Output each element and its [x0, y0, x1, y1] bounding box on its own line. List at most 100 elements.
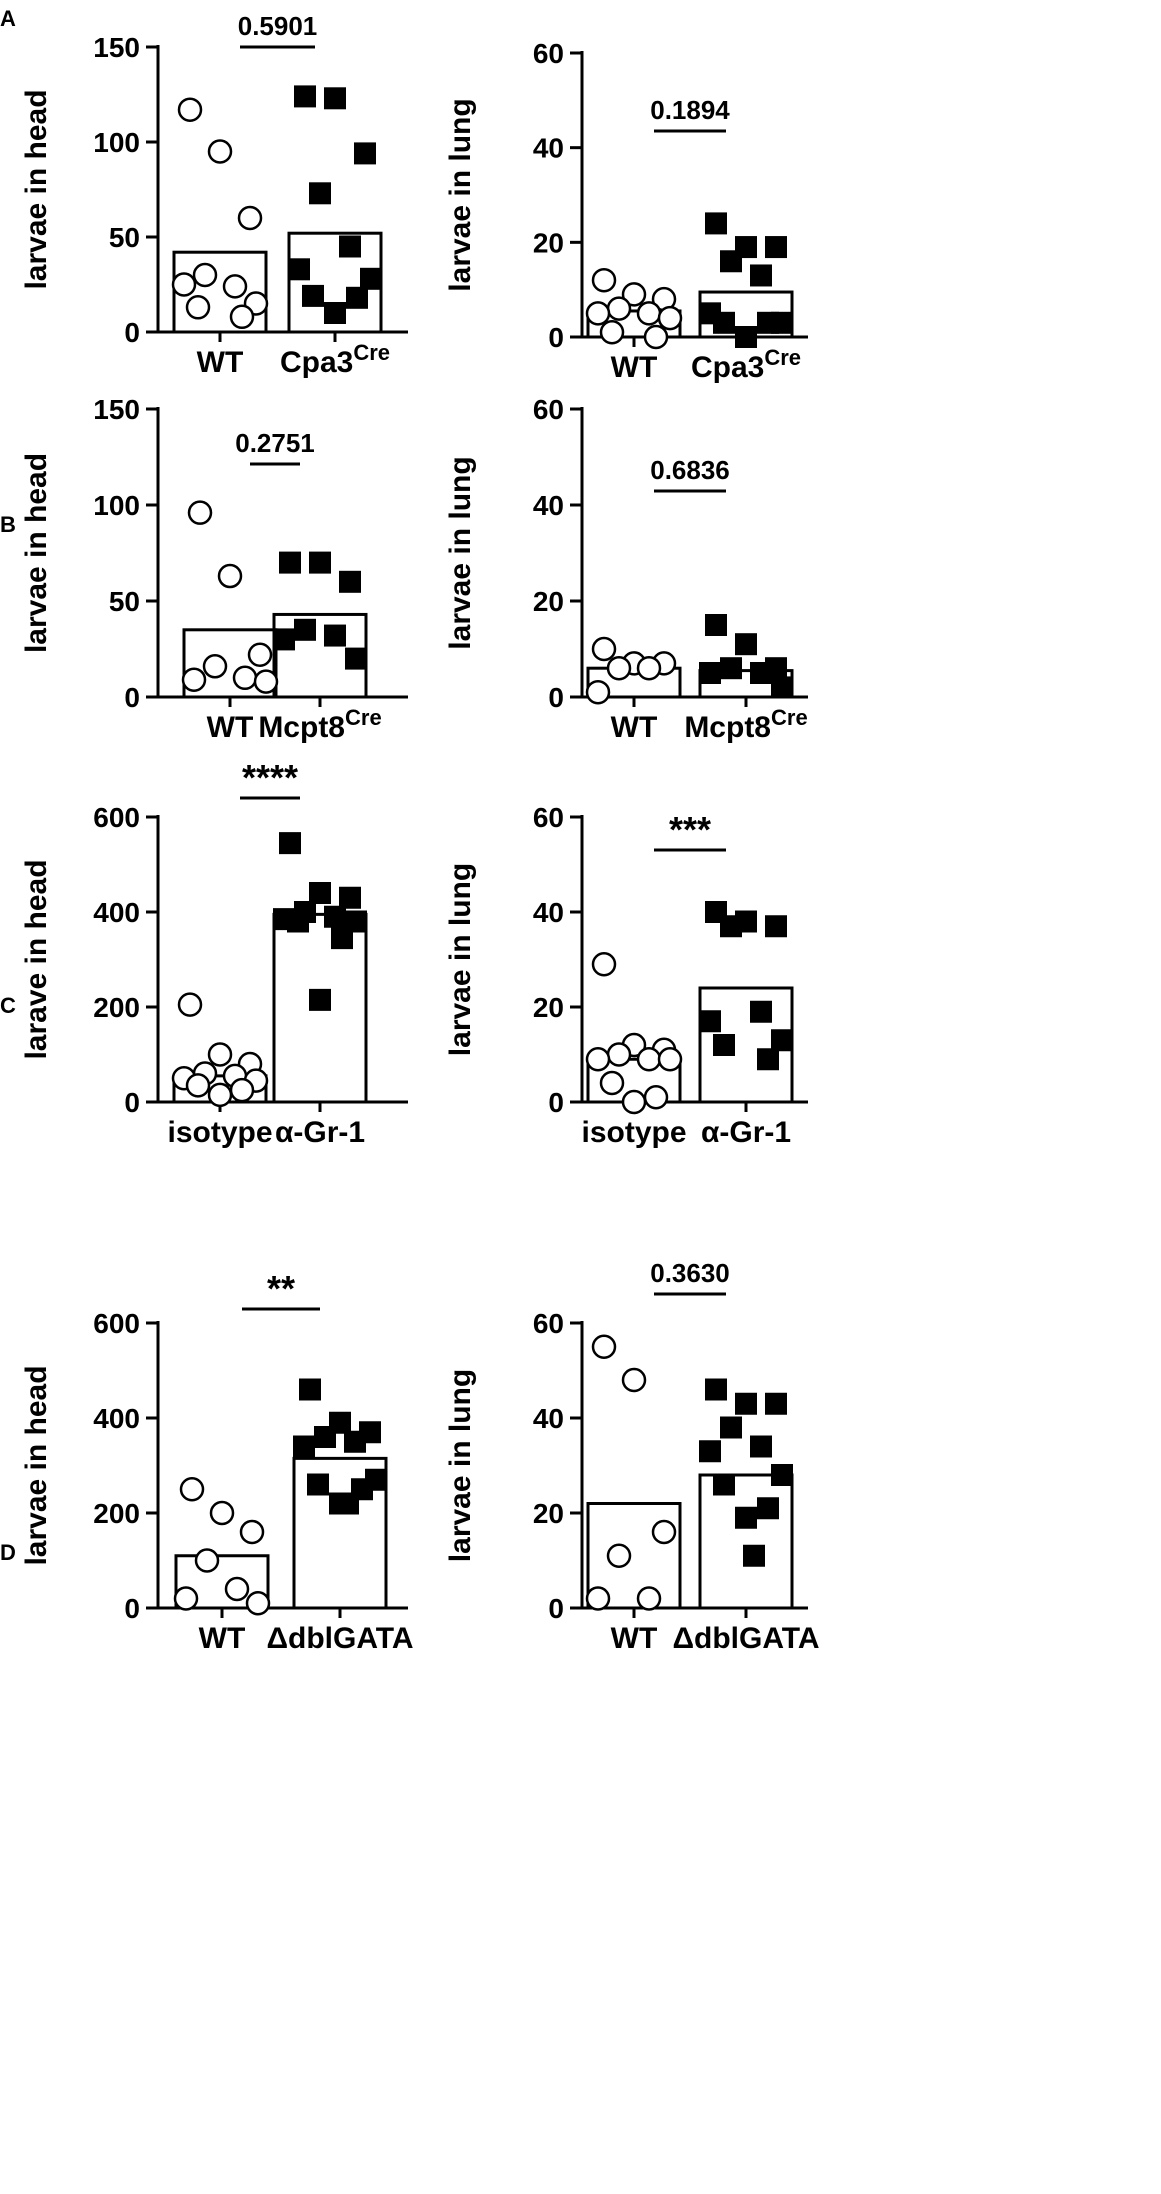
data-point-treatment: [713, 311, 735, 334]
data-point-treatment: [279, 832, 301, 855]
data-point-control: [224, 1576, 250, 1602]
y-tick-label: 60: [533, 1308, 564, 1339]
data-point-control: [237, 205, 263, 231]
significance-label: 0.2751: [235, 428, 315, 458]
y-axis-label: larvae in lung: [444, 863, 477, 1056]
y-tick-label: 150: [93, 32, 140, 63]
data-point-control: [232, 665, 258, 691]
data-point-control: [657, 305, 683, 331]
data-point-control: [247, 642, 273, 668]
data-point-treatment: [279, 551, 301, 574]
y-tick-label: 100: [93, 127, 140, 158]
data-point-control: [207, 1042, 233, 1067]
data-point-control: [606, 296, 632, 321]
x-tick-label: isotype: [581, 1116, 686, 1149]
y-tick-label: 200: [93, 992, 140, 1023]
data-point-treatment: [771, 1029, 793, 1052]
x-tick-label: WT: [611, 1622, 658, 1655]
panel-letter-a: A: [0, 6, 16, 31]
chart-2: 0 20 40 60 larvae in lung WT Cpa3Cre 0.1894: [444, 38, 808, 384]
y-tick-label: 40: [533, 1403, 564, 1434]
bar-control: [182, 628, 278, 699]
data-point-treatment: [273, 628, 295, 651]
data-point-control: [181, 667, 207, 692]
y-tick-label: 100: [93, 490, 140, 521]
data-point-treatment: [309, 182, 331, 205]
y-tick-label: 20: [533, 1498, 564, 1529]
data-point-control: [621, 282, 647, 307]
significance-label: ****: [242, 757, 298, 798]
data-point-treatment: [757, 311, 779, 334]
data-point-treatment: [302, 284, 324, 307]
data-point-control: [606, 1042, 632, 1067]
y-axis-label: larave in head: [20, 859, 53, 1059]
panel-letter-d: D: [0, 1540, 16, 1565]
y-tick-label: 0: [548, 1593, 564, 1624]
data-point-control: [621, 1089, 647, 1115]
data-point-treatment: [757, 1497, 779, 1520]
data-point-treatment: [324, 87, 346, 110]
data-point-treatment: [344, 1430, 366, 1453]
data-point-control: [209, 1500, 235, 1526]
y-axis-label: larvae in head: [20, 89, 53, 289]
bar-control: [172, 250, 268, 334]
data-point-treatment: [354, 142, 376, 165]
panel-letter-b: B: [0, 512, 16, 537]
data-point-treatment: [294, 618, 316, 641]
data-point-control: [643, 1085, 669, 1110]
bar-treatment: [698, 1473, 794, 1610]
y-tick-label: 0: [124, 1087, 140, 1118]
data-point-treatment: [705, 212, 727, 235]
data-point-treatment: [288, 258, 310, 281]
chart-3: 0 50 100 150 larvae in head WT Mcpt8Cre 0.2751: [20, 394, 408, 744]
data-point-treatment: [720, 250, 742, 273]
y-tick-label: 50: [109, 222, 140, 253]
data-point-control: [171, 272, 197, 297]
data-point-control: [192, 262, 218, 288]
data-point-treatment: [720, 1416, 742, 1439]
x-tick-label: WT: [199, 1622, 246, 1655]
data-point-control: [207, 1082, 233, 1108]
data-point-treatment: [294, 85, 316, 108]
y-tick-label: 400: [93, 897, 140, 928]
data-point-treatment: [750, 1435, 772, 1458]
y-tick-label: 0: [548, 682, 564, 713]
data-point-control: [179, 1477, 205, 1502]
x-tick-label: Cpa3Cre: [691, 345, 801, 384]
significance-label: 0.3630: [650, 1258, 730, 1288]
data-point-treatment: [360, 267, 382, 290]
y-tick-label: 20: [533, 586, 564, 617]
x-tick-label: α-Gr-1: [701, 1116, 791, 1149]
data-point-treatment: [750, 662, 772, 684]
data-point-treatment: [735, 326, 757, 348]
data-point-treatment: [324, 302, 346, 324]
chart-6: 0 20 40 60 larvae in lung isotype α-Gr-1 ***: [444, 802, 808, 1149]
bar-treatment: [272, 912, 368, 1104]
significance-label: 0.5901: [238, 11, 318, 41]
data-point-control: [253, 669, 279, 694]
x-tick-label: WT: [611, 351, 658, 384]
x-tick-label: α-Gr-1: [275, 1116, 365, 1149]
y-tick-label: 200: [93, 1498, 140, 1529]
data-point-control: [185, 1073, 211, 1098]
data-point-control: [651, 1519, 677, 1545]
data-point-control: [636, 1586, 662, 1611]
data-point-control: [239, 1519, 265, 1545]
y-tick-label: 60: [533, 38, 564, 69]
x-tick-label: Mcpt8Cre: [684, 705, 807, 744]
data-point-treatment: [339, 886, 361, 909]
data-point-control: [229, 1077, 255, 1103]
data-point-treatment: [720, 915, 742, 938]
significance-label: ***: [669, 809, 711, 850]
data-point-treatment: [771, 676, 793, 699]
y-axis-label: larvae in lung: [444, 1369, 477, 1562]
y-tick-label: 60: [533, 802, 564, 833]
data-point-treatment: [299, 1378, 321, 1401]
data-point-treatment: [713, 1034, 735, 1056]
data-point-treatment: [765, 236, 787, 259]
chart-7: 0 200 400 600 larvae in head WT ΔdblGATA **: [20, 1268, 414, 1655]
x-tick-label: isotype: [167, 1116, 272, 1149]
data-point-treatment: [309, 551, 331, 574]
significance-label: 0.1894: [650, 95, 730, 125]
y-axis-label: larvae in lung: [444, 98, 477, 291]
